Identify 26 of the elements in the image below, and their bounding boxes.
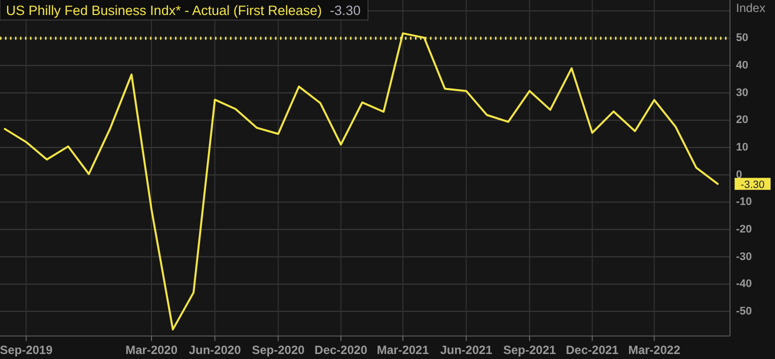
x-tick-label: Sep-2019 — [0, 343, 53, 357]
y-tick-label: 10 — [736, 142, 748, 154]
y-tick-label: 50 — [736, 32, 748, 44]
x-tick-label: Mar-2020 — [125, 343, 178, 357]
y-tick-label: 20 — [736, 114, 748, 126]
y-tick-label: -10 — [736, 196, 752, 208]
y-axis-title: Index — [736, 1, 766, 15]
x-tick-label: Mar-2022 — [628, 343, 681, 357]
x-tick-label: Dec-2020 — [314, 343, 368, 357]
y-tick-label: -50 — [736, 305, 752, 318]
x-tick-label: Sep-2021 — [503, 343, 556, 357]
chart-title: US Philly Fed Business Indx* - Actual (First Release) — [6, 3, 322, 18]
y-tick-label: -20 — [736, 223, 752, 236]
x-tick-label: Jun-2021 — [440, 343, 493, 357]
x-tick-label: Mar-2021 — [376, 343, 430, 357]
y-tick-label: -40 — [736, 278, 752, 290]
x-tick-label: Sep-2020 — [252, 343, 305, 357]
annotation: -3.30 — [330, 3, 361, 18]
x-tick-label: Jun-2020 — [188, 343, 242, 357]
y-tick-label: 0 — [736, 168, 742, 181]
y-tick-label: 40 — [736, 60, 748, 72]
y-tick-label: -30 — [736, 250, 752, 263]
line-series — [4, 32, 719, 330]
y-tick-label: 30 — [736, 86, 748, 99]
x-tick-label: Dec-2021 — [566, 343, 619, 357]
annotation: -3.30 — [740, 178, 765, 191]
